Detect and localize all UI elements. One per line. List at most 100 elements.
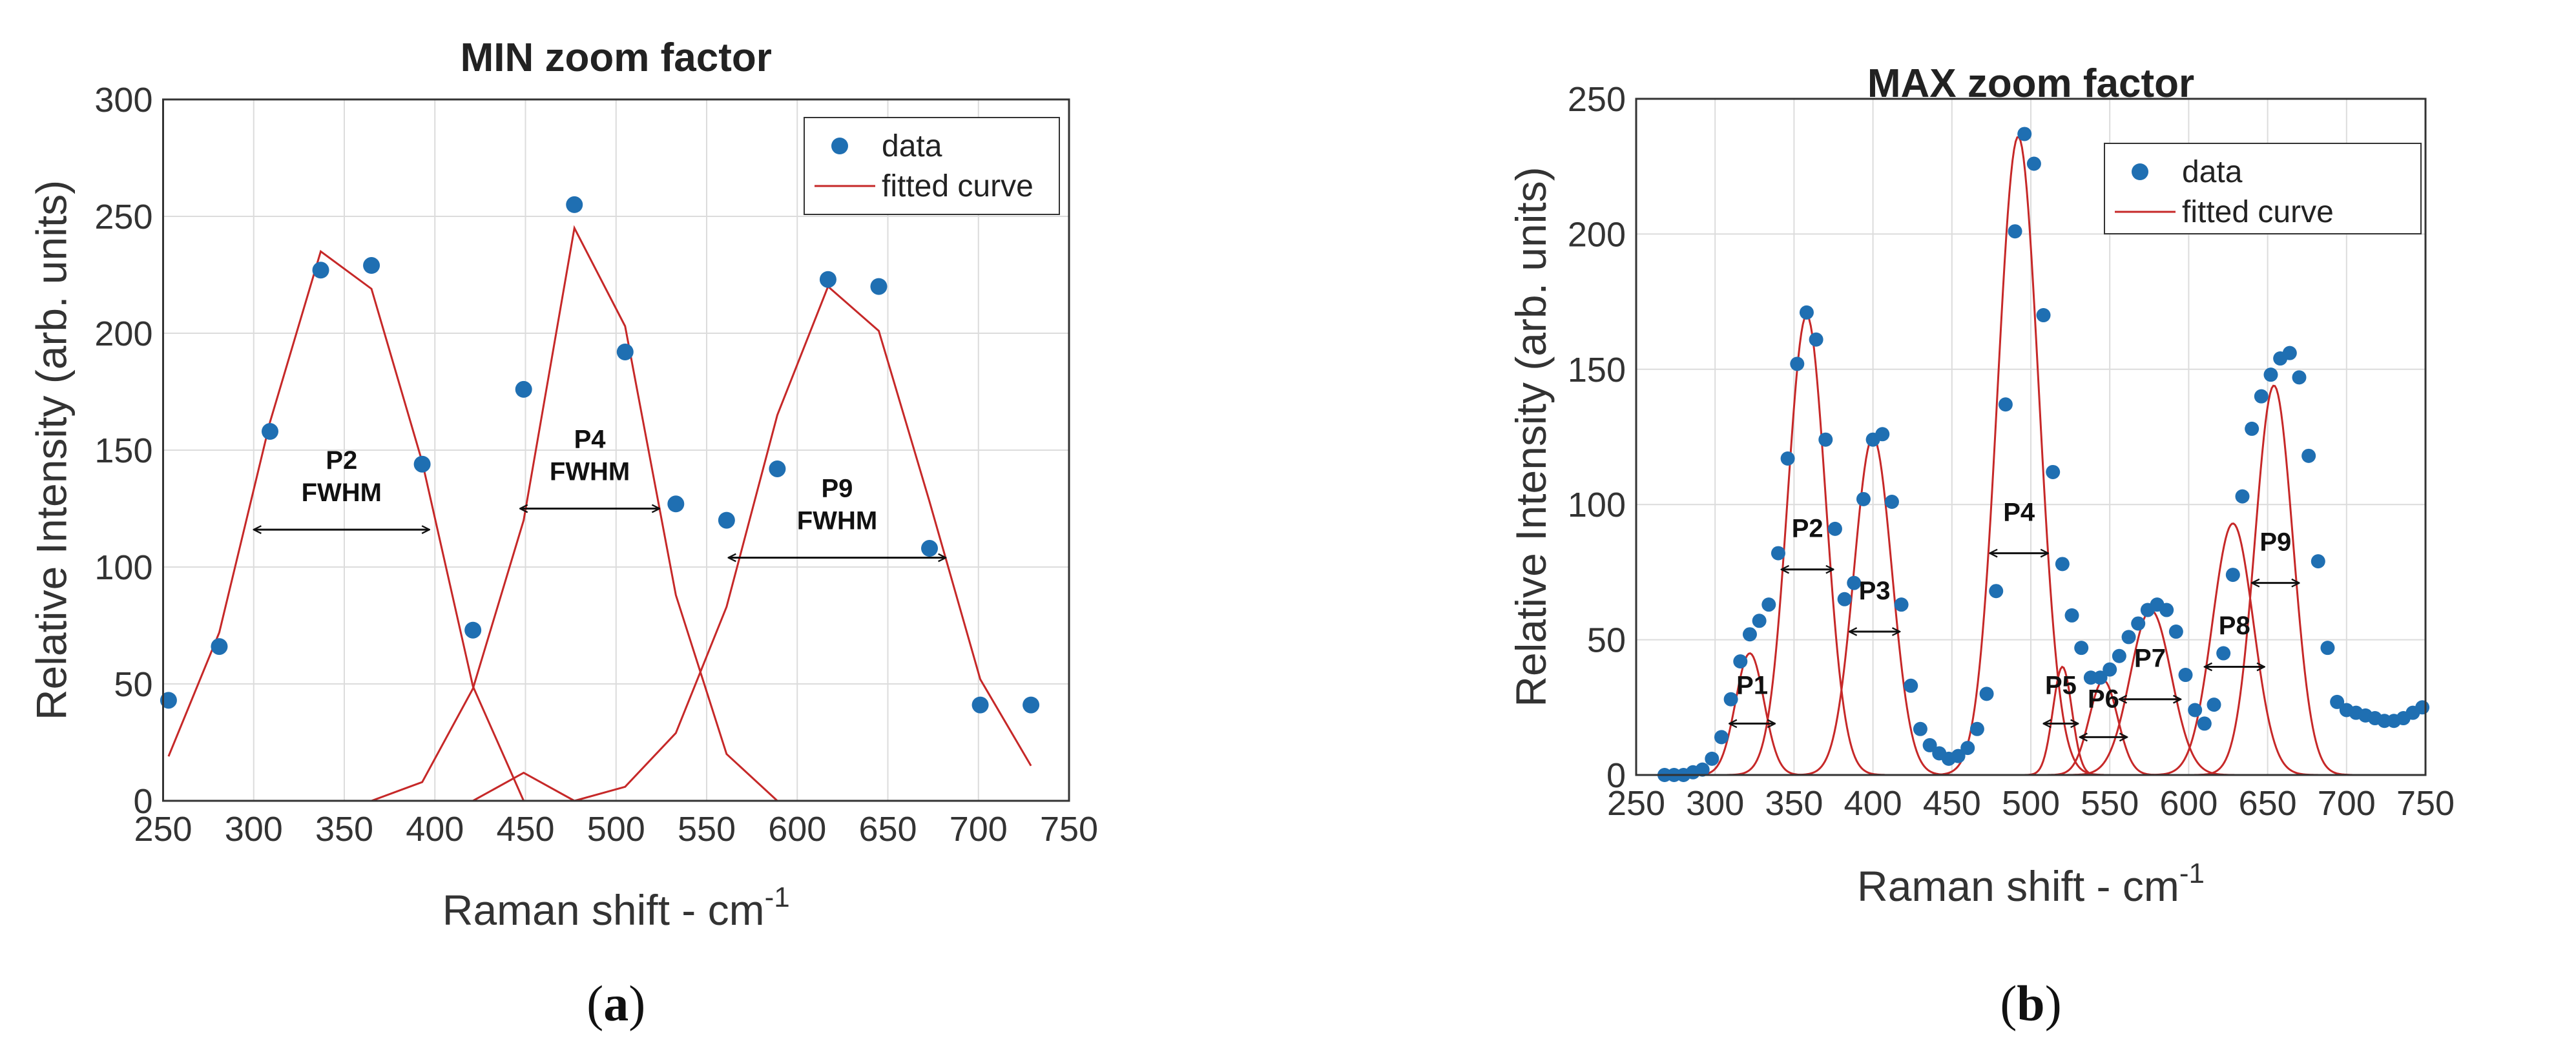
- data-point: [2017, 127, 2032, 141]
- data-point: [2159, 603, 2174, 617]
- data-point: [1752, 614, 1767, 628]
- data-point: [2026, 156, 2041, 171]
- data-point: [2282, 346, 2297, 360]
- data-point: [2036, 308, 2051, 323]
- data-point: [1827, 521, 1842, 536]
- x-tick-label: 750: [1040, 810, 1098, 849]
- data-point: [1818, 432, 1833, 447]
- fwhm-label: FWHM: [797, 506, 877, 535]
- data-point: [2225, 568, 2240, 583]
- data-point: [2046, 464, 2061, 479]
- data-point: [2197, 716, 2212, 731]
- x-tick-label: 600: [768, 810, 826, 849]
- peak-label: P9: [821, 474, 853, 502]
- panel-a-legend-box: [804, 117, 1060, 215]
- panel-a-y-axis-label: Relative Intensity (arb. units): [28, 180, 76, 720]
- panel-a-legend: data fitted curve: [804, 117, 1060, 215]
- panel-b-plot-frame: [1635, 98, 2427, 776]
- peak-label: P9: [2259, 528, 2291, 556]
- data-point: [1761, 597, 1776, 612]
- panel-b-fwhm-annotations: P1 P2 P3 P4 P5 P6 P7 P8 P9: [1729, 498, 2299, 737]
- panel-a-data-points: [160, 196, 1040, 714]
- data-point: [363, 257, 380, 274]
- data-point: [566, 196, 583, 213]
- peak-label: P2: [1792, 514, 1823, 542]
- panel-b-title: MAX zoom factor: [1867, 61, 2194, 106]
- y-tick-label: 100: [1568, 486, 1626, 524]
- data-point: [1979, 687, 1994, 701]
- x-tick-label: 300: [1686, 784, 1744, 823]
- fwhm-label: FWHM: [550, 457, 630, 486]
- data-point: [1771, 546, 1785, 561]
- x-tick-label: 350: [315, 810, 373, 849]
- data-point: [1856, 491, 1871, 506]
- data-point: [2311, 554, 2325, 569]
- y-tick-label: 150: [94, 431, 152, 470]
- data-point: [921, 540, 939, 557]
- data-point: [1960, 741, 1975, 756]
- data-point: [464, 621, 482, 639]
- peak-label: P7: [2134, 644, 2166, 672]
- panel-b-data-points: [1657, 127, 2430, 782]
- x-tick-label: 450: [1923, 784, 1981, 823]
- data-point: [2235, 489, 2250, 504]
- data-point: [1969, 721, 1984, 736]
- x-tick-label: 250: [134, 810, 192, 849]
- x-tick-label: 500: [587, 810, 645, 849]
- data-point: [160, 692, 177, 709]
- y-tick-label: 100: [94, 548, 152, 587]
- data-point: [211, 638, 228, 656]
- x-tick-label: 700: [2318, 784, 2376, 823]
- data-point: [1884, 495, 1899, 510]
- panel-a-legend-fit-label: fitted curve: [882, 169, 1034, 203]
- data-point: [769, 460, 786, 477]
- data-point: [2292, 370, 2307, 385]
- data-point: [1790, 356, 1805, 371]
- data-point: [2074, 641, 2089, 656]
- panel-a-x-axis-label: Raman shift - cm-1: [442, 882, 790, 934]
- peak-label: P4: [574, 425, 607, 453]
- data-point: [2008, 224, 2022, 239]
- x-tick-label: 600: [2159, 784, 2218, 823]
- data-point: [718, 511, 735, 529]
- y-tick-label: 250: [1568, 80, 1626, 119]
- data-point: [1837, 592, 1852, 606]
- data-point: [2055, 557, 2070, 572]
- fitted-curve: [168, 285, 1032, 802]
- peak-label: P5: [2045, 671, 2077, 699]
- data-point: [1875, 427, 1890, 442]
- x-tick-label: 700: [950, 810, 1008, 849]
- data-point: [1742, 627, 1757, 642]
- data-point: [971, 696, 989, 714]
- data-point: [1723, 692, 1738, 707]
- data-point: [2112, 648, 2126, 663]
- data-point: [1705, 751, 1719, 766]
- data-point: [1733, 654, 1748, 669]
- data-point: [1922, 738, 1937, 752]
- data-point: [1913, 721, 1927, 736]
- panel-b-legend-data-label: data: [2182, 155, 2243, 189]
- data-point: [2263, 367, 2278, 382]
- y-tick-label: 150: [1568, 351, 1626, 389]
- data-point: [2064, 608, 2079, 623]
- data-point: [312, 262, 329, 279]
- data-point: [1951, 749, 1966, 763]
- data-point: [2178, 668, 2193, 683]
- peak-label: P4: [2003, 498, 2035, 526]
- panel-a-fwhm-annotations: P2 FWHM P4 FWHM P9 FWHM: [254, 425, 946, 557]
- data-point: [1799, 305, 1814, 320]
- data-point: [667, 495, 685, 513]
- panel-b-legend-box: [2104, 143, 2422, 234]
- panel-b-tick-labels: 250 300 350 400 450 500 550 600 650 700 750 0 50 100 1…: [1568, 80, 2455, 823]
- data-point: [2254, 389, 2269, 404]
- data-point: [1847, 575, 1862, 590]
- data-point: [1998, 397, 2013, 412]
- panel-b-x-axis-label: Raman shift - cm-1: [1857, 858, 2205, 910]
- fitted-curve: [1727, 314, 1885, 776]
- data-point: [2415, 700, 2430, 715]
- data-point: [2121, 630, 2136, 645]
- x-tick-label: 650: [2239, 784, 2297, 823]
- y-tick-label: 200: [94, 315, 152, 353]
